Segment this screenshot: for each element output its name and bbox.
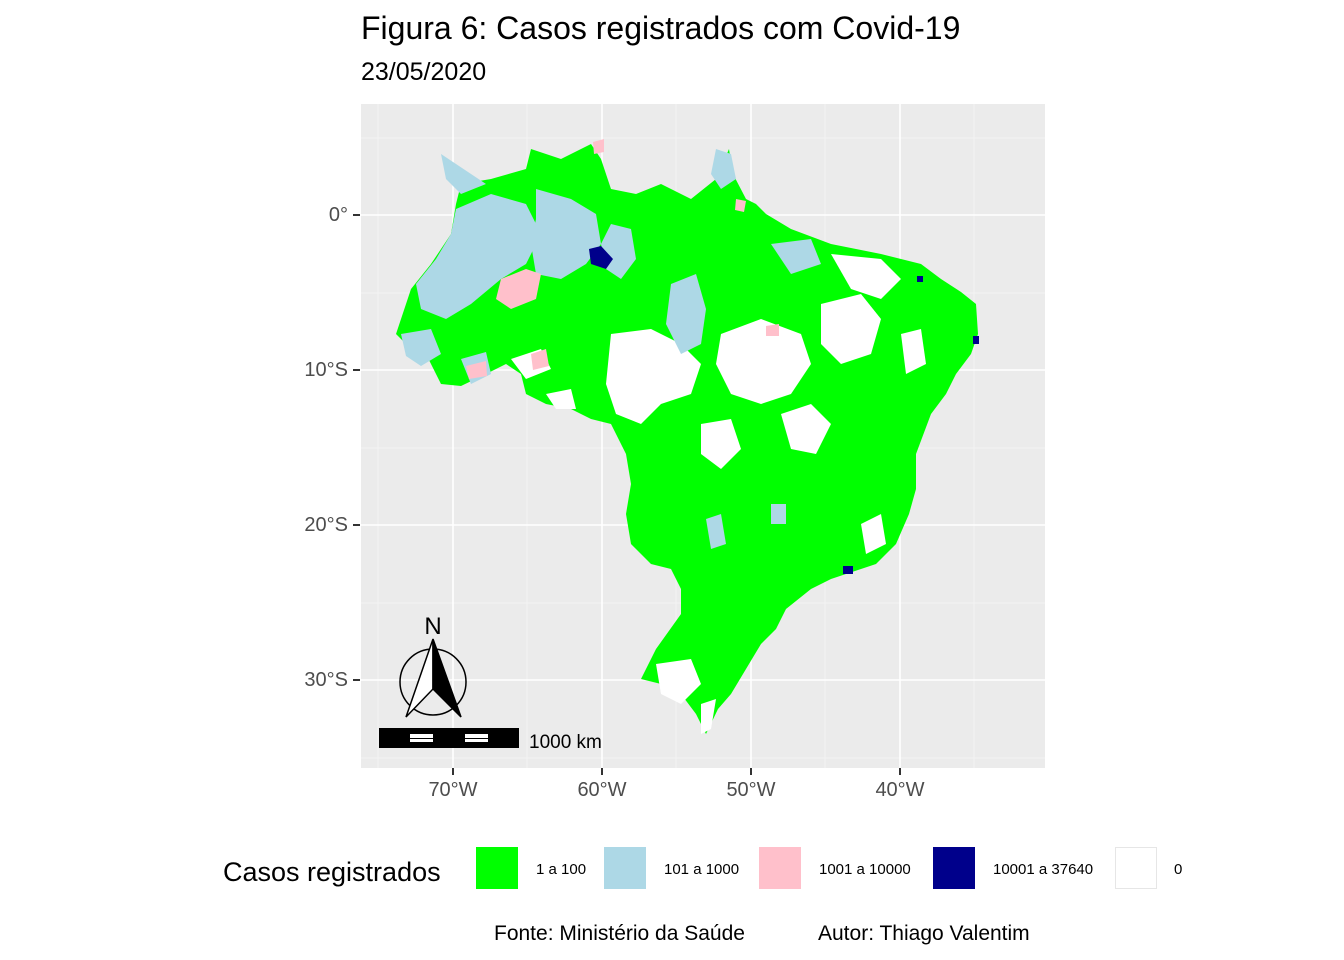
- north-arrow-right-half: [432, 638, 462, 718]
- legend-label-1001-10000: 1001 a 10000: [819, 861, 911, 878]
- x-tick-60w: 60°W: [577, 779, 627, 801]
- y-tick-20s: 20°S: [304, 514, 348, 536]
- legend-key-1001-10000: [759, 847, 801, 889]
- y-tick-0: 0°: [328, 204, 348, 226]
- legend: Casos registrados 1 a 100 101 a 1000 100…: [0, 845, 1344, 897]
- zero-case-regions: [511, 254, 926, 734]
- scale-bar: 1000 km: [379, 728, 602, 753]
- map-title: Figura 6: Casos registrados com Covid-19: [361, 10, 961, 46]
- legend-label-101-1000: 101 a 1000: [664, 861, 740, 878]
- legend-key-10001-37640: [933, 847, 975, 889]
- x-tick-40w: 40°W: [875, 779, 925, 801]
- y-tick-30s: 30°S: [304, 669, 348, 691]
- y-tick-10s: 10°S: [304, 359, 348, 381]
- legend-key-0: [1115, 847, 1157, 889]
- map-subtitle: 23/05/2020: [361, 58, 487, 86]
- legend-label-1-100: 1 a 100: [536, 861, 587, 878]
- legend-label-10001-37640: 10001 a 37640: [993, 861, 1094, 878]
- map-panel: N 1000 km: [361, 104, 1045, 768]
- north-arrow: N: [399, 613, 467, 718]
- north-label: N: [424, 613, 441, 640]
- scale-bar-label: 1000 km: [529, 732, 602, 753]
- x-tick-50w: 50°W: [726, 779, 776, 801]
- caption-source: Fonte: Ministério da Saúde: [494, 922, 745, 945]
- legend-title: Casos registrados: [223, 857, 441, 887]
- legend-key-101-1000: [604, 847, 646, 889]
- brazil-map: [396, 144, 978, 734]
- legend-label-0: 0: [1174, 861, 1183, 878]
- caption-author: Autor: Thiago Valentim: [818, 922, 1030, 945]
- pink-regions: [466, 139, 779, 379]
- legend-key-1-100: [476, 847, 518, 889]
- dark-blue-regions: [589, 246, 979, 574]
- x-tick-70w: 70°W: [428, 779, 478, 801]
